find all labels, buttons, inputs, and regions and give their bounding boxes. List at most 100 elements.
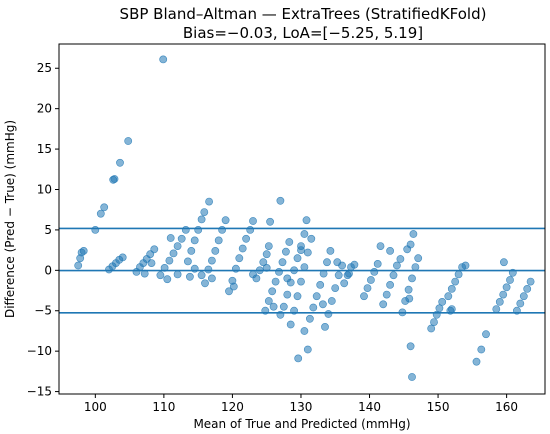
data-point xyxy=(181,225,190,234)
data-point xyxy=(173,270,182,279)
data-point xyxy=(165,256,174,265)
data-point xyxy=(283,290,292,299)
data-point xyxy=(502,283,511,292)
data-point xyxy=(406,342,415,351)
data-point xyxy=(283,274,292,283)
data-point xyxy=(163,275,172,284)
data-point xyxy=(278,258,287,267)
y-tick-label: −5 xyxy=(34,304,52,318)
data-point xyxy=(323,258,331,267)
data-point xyxy=(150,245,159,254)
data-point xyxy=(340,279,349,288)
data-point xyxy=(169,249,178,258)
data-point xyxy=(166,234,175,242)
plot-frame xyxy=(58,43,546,395)
y-axis-ticks: −15 −10 −5 0 5 10 15 20 25 xyxy=(27,61,59,399)
data-point xyxy=(268,287,277,296)
data-point xyxy=(392,261,401,270)
x-tick-label: 150 xyxy=(427,400,450,414)
data-point xyxy=(477,345,486,354)
data-point xyxy=(327,297,336,305)
data-point xyxy=(285,238,294,246)
data-point xyxy=(187,246,196,255)
data-point xyxy=(382,290,391,299)
data-point xyxy=(305,314,314,323)
data-point xyxy=(205,197,213,206)
data-point xyxy=(207,256,216,265)
data-point xyxy=(376,242,385,250)
data-point xyxy=(211,246,220,255)
data-point xyxy=(360,292,368,301)
data-point xyxy=(405,294,414,303)
x-axis-label: Mean of True and Predicted (mmHg) xyxy=(193,417,410,431)
data-point xyxy=(201,279,209,288)
data-point xyxy=(303,345,312,354)
data-point xyxy=(118,253,127,262)
data-point xyxy=(300,263,309,271)
data-point xyxy=(197,215,206,224)
data-point xyxy=(221,216,230,225)
data-point xyxy=(225,287,233,296)
data-point xyxy=(246,225,255,234)
data-point xyxy=(74,261,83,270)
data-point xyxy=(451,277,460,286)
data-point xyxy=(526,277,535,286)
data-point xyxy=(300,230,309,238)
data-point xyxy=(350,260,359,269)
data-point xyxy=(96,209,105,218)
data-point xyxy=(472,357,481,366)
data-point xyxy=(307,234,316,243)
data-point xyxy=(370,267,379,276)
data-point xyxy=(264,242,273,250)
data-point xyxy=(302,216,311,225)
data-point xyxy=(183,257,192,266)
data-point xyxy=(281,247,290,256)
data-point xyxy=(411,263,420,271)
y-tick-label: −10 xyxy=(27,344,52,358)
data-point xyxy=(286,320,295,329)
data-point xyxy=(279,302,288,311)
data-point xyxy=(207,274,216,283)
data-point xyxy=(333,258,342,267)
data-point xyxy=(214,236,223,245)
data-point xyxy=(309,303,318,312)
data-point xyxy=(276,196,285,205)
data-point xyxy=(404,285,413,294)
data-point xyxy=(293,292,302,301)
y-tick-label: 20 xyxy=(37,102,52,116)
x-tick-label: 130 xyxy=(290,400,313,414)
data-point xyxy=(331,284,340,292)
chart-title: SBP Bland–Altman — ExtraTrees (Stratifie… xyxy=(120,5,487,23)
data-point xyxy=(259,258,268,267)
data-point xyxy=(506,276,514,284)
data-point xyxy=(408,274,416,283)
data-point xyxy=(238,244,247,253)
data-point xyxy=(499,258,508,267)
data-point xyxy=(300,327,309,335)
data-point xyxy=(516,299,525,308)
x-tick-label: 140 xyxy=(358,400,381,414)
y-tick-label: 10 xyxy=(37,182,52,196)
data-point xyxy=(266,217,274,226)
data-point xyxy=(275,267,283,276)
data-point xyxy=(124,137,133,145)
y-tick-label: 25 xyxy=(37,61,52,75)
data-point xyxy=(110,175,119,183)
data-point xyxy=(242,234,250,243)
data-point xyxy=(160,263,169,272)
data-point xyxy=(321,322,329,331)
y-tick-label: 15 xyxy=(37,142,52,156)
data-point xyxy=(363,284,372,292)
data-point xyxy=(194,225,203,234)
data-point xyxy=(235,254,244,263)
chart-subtitle: Bias=−0.03, LoA=[−5.25, 5.19] xyxy=(183,24,423,42)
data-point xyxy=(204,265,213,274)
data-point xyxy=(499,290,508,299)
data-point xyxy=(262,250,271,259)
data-point xyxy=(249,270,257,279)
data-point xyxy=(386,280,394,289)
data-point xyxy=(190,236,199,245)
data-point xyxy=(262,263,271,272)
data-point xyxy=(269,302,278,311)
data-point xyxy=(495,297,504,306)
